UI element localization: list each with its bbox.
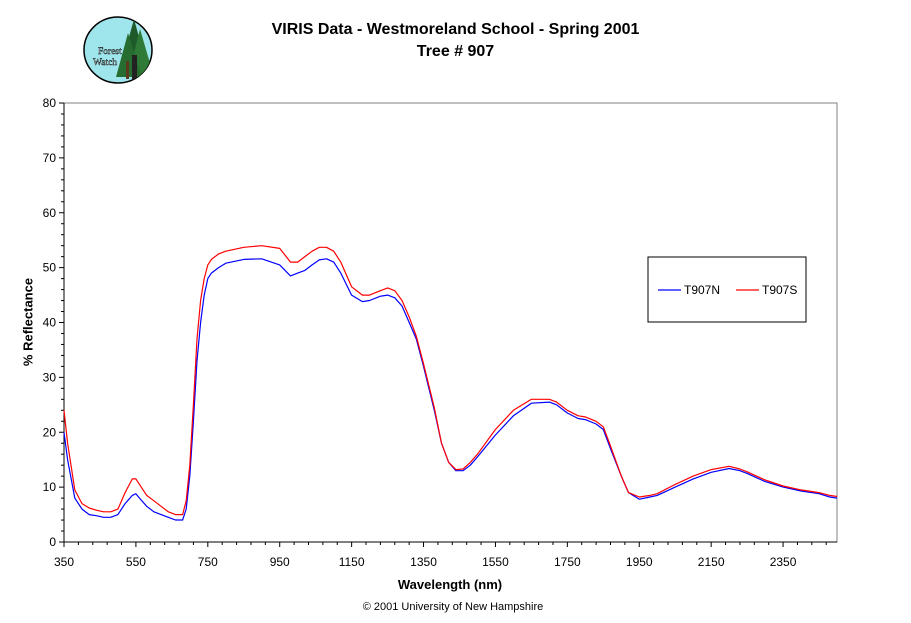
x-tick-label: 1950 [626,555,653,569]
y-tick-label: 70 [43,151,57,165]
y-tick-label: 50 [43,261,57,275]
x-tick-label: 1550 [482,555,509,569]
y-tick-label: 0 [49,535,56,549]
y-axis-label: % Reflectance [20,277,36,367]
x-tick-label: 1150 [339,555,365,569]
x-tick-label: 550 [126,555,146,569]
copyright-text: © 2001 University of New Hampshire [362,601,544,613]
legend-label-t907s: T907S [762,283,797,297]
forest-watch-logo: Forest Watch [83,16,153,84]
series-layer [63,245,838,521]
x-axis-label: Wavelength (nm) [397,577,503,592]
y-tick-label: 10 [43,480,57,494]
logo-text-forest: Forest [98,47,122,57]
y-tick-label: 60 [43,206,57,220]
y-tick-label: 40 [43,316,57,330]
axes: 0 10 20 30 40 50 60 70 80 350 550 750 950 1150 1350 155… [43,96,837,569]
y-tick-label: 80 [43,96,57,110]
legend-label-t907n: T907N [684,283,720,297]
series-line-t907n [63,258,838,521]
x-tick-label: 950 [270,555,290,569]
x-tick-label: 750 [198,555,218,569]
logo-text-watch: Watch [93,58,117,68]
x-tick-label: 2350 [770,555,797,569]
y-tick-label: 20 [43,425,57,439]
chart-title: VIRIS Data - Westmoreland School - Sprin… [271,21,640,38]
series-line-t907s [63,245,838,516]
x-tick-label: 1750 [554,555,581,569]
x-tick-label: 2150 [698,555,725,569]
legend: T907N T907S [647,256,807,323]
y-tick-label: 30 [43,370,57,384]
tree-icon [116,19,152,81]
x-tick-label: 350 [54,555,74,569]
chart-subtitle: Tree # 907 [416,43,495,60]
x-tick-label: 1350 [410,555,437,569]
